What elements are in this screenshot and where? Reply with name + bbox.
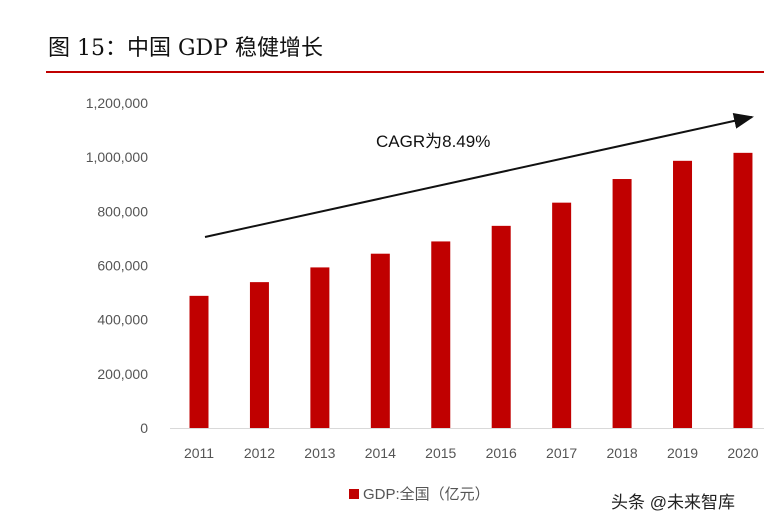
- legend: GDP:全国（亿元）: [349, 483, 490, 504]
- y-tick-label: 600,000: [97, 258, 148, 274]
- x-tick-label: 2013: [304, 445, 335, 461]
- y-tick-label: 800,000: [97, 203, 148, 219]
- watermark: 头条 @未来智库: [611, 493, 735, 512]
- x-tick-label: 2014: [365, 445, 396, 461]
- bar-2014: [370, 253, 390, 428]
- x-tick-label: 2019: [667, 445, 698, 461]
- x-tick-label: 2011: [184, 445, 214, 461]
- x-tick-label: 2015: [425, 445, 456, 461]
- x-tick-label: 2016: [486, 445, 517, 461]
- cagr-annotation: CAGR为8.49%: [376, 132, 490, 151]
- x-tick-label: 2020: [727, 445, 758, 461]
- bar-2012: [249, 282, 269, 428]
- bar-2020: [733, 152, 753, 428]
- bar-2017: [552, 202, 572, 428]
- bar-2019: [673, 160, 693, 428]
- y-tick-label: 1,200,000: [86, 95, 148, 111]
- bar-2015: [431, 241, 451, 428]
- y-tick-label: 400,000: [97, 312, 148, 328]
- title-divider: [46, 71, 764, 73]
- y-tick-label: 1,000,000: [86, 149, 148, 165]
- legend-swatch: [349, 488, 359, 499]
- bar-2018: [612, 179, 632, 428]
- bar-2011: [189, 295, 209, 428]
- bar-2016: [491, 225, 511, 428]
- y-tick-label: 0: [140, 420, 148, 436]
- x-tick-label: 2017: [546, 445, 577, 461]
- x-tick-label: 2012: [244, 445, 275, 461]
- figure-title: 图 15：中国 GDP 稳健增长: [48, 36, 323, 61]
- bar-2013: [310, 267, 330, 428]
- legend-label: GDP:全国（亿元）: [363, 486, 490, 503]
- cagr-trend-arrow: [204, 113, 754, 238]
- y-tick-label: 200,000: [97, 366, 148, 382]
- x-tick-label: 2018: [607, 445, 638, 461]
